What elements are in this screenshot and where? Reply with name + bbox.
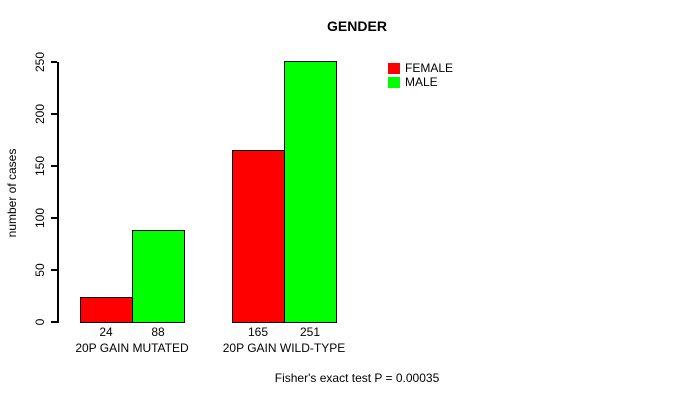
y-axis-tick [51,61,57,63]
bar-value-label: 24 [99,325,113,339]
y-axis-tick [51,165,57,167]
legend-swatch-male [388,77,400,88]
y-tick-label: 100 [33,207,47,229]
category-label: 20P GAIN WILD-TYPE [222,341,346,355]
bar-value-label: 251 [299,325,321,339]
y-tick-label: 50 [33,263,47,277]
bar-male-group2 [284,60,337,323]
bar-value-label: 165 [247,325,269,339]
y-axis-label: number of cases [5,148,19,238]
legend-label: MALE [405,75,438,89]
stat-annotation: Fisher's exact test P = 0.00035 [274,371,440,385]
y-axis-tick [51,113,57,115]
legend-entry-female: FEMALE [388,62,453,75]
legend-label: FEMALE [405,61,454,75]
bar-value-label: 88 [151,325,165,339]
bar-female-group1 [80,297,133,323]
legend-swatch-female [388,63,400,74]
legend: FEMALE MALE [388,62,453,90]
y-tick-label: 0 [33,318,47,326]
legend-entry-male: MALE [388,76,453,89]
bar-male-group1 [132,230,185,323]
category-label: 20P GAIN MUTATED [75,341,189,355]
y-axis-line [57,62,59,323]
y-axis-tick [51,217,57,219]
chart-title: GENDER [327,18,387,34]
y-tick-label: 250 [33,51,47,73]
y-tick-label: 150 [33,155,47,177]
y-axis-tick [51,269,57,271]
y-axis-tick [51,321,57,323]
bar-female-group2 [232,150,285,323]
y-tick-label: 200 [33,103,47,125]
